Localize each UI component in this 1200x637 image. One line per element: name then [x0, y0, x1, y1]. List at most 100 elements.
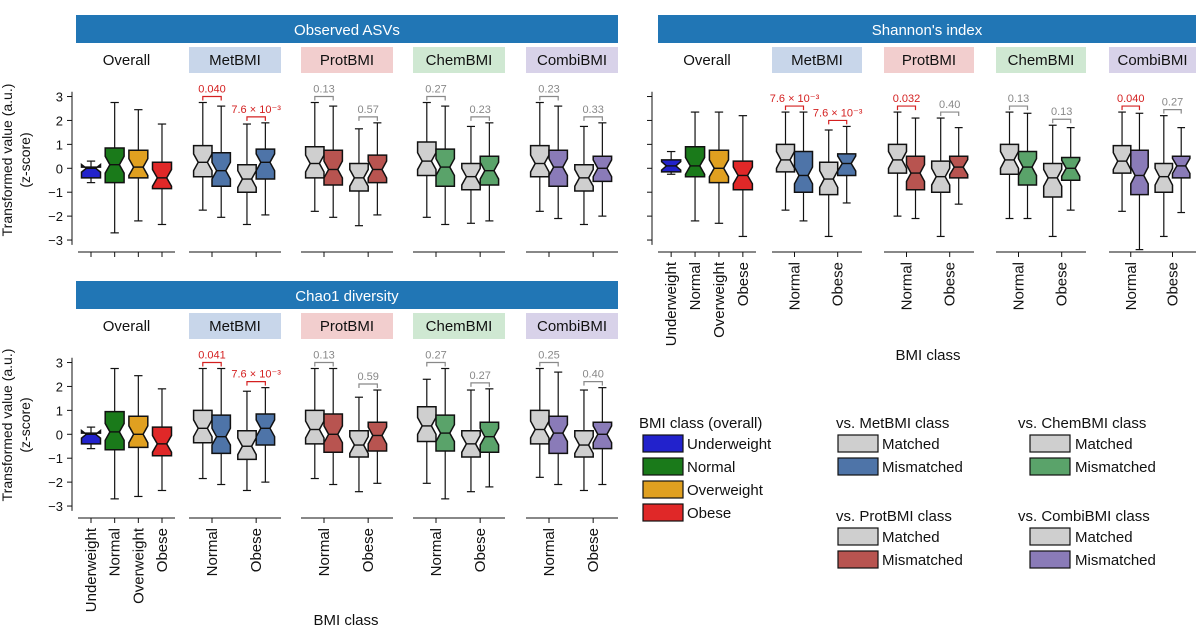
box-body — [887, 143, 908, 174]
box-normal — [104, 101, 125, 234]
box-matched — [574, 125, 594, 226]
box-mismatched — [793, 111, 814, 222]
pvalue-bracket — [583, 116, 603, 121]
box-mismatched — [479, 388, 500, 488]
panel-header: CombiBMI — [537, 318, 607, 335]
box-matched — [192, 367, 213, 480]
ylabel-bottom-unit: (z-score) — [17, 397, 33, 452]
x-tick-label: Obese — [735, 262, 752, 306]
pvalue-label: 0.59 — [357, 371, 378, 383]
legend-combibmi: vs. CombiBMI class Matched Mismatched — [1018, 508, 1156, 569]
panel-header: CombiBMI — [537, 52, 607, 69]
x-tick-label: Normal — [428, 528, 445, 576]
chart-block-0: Observed ASVs −3 −2 −1 0 1 2 3 Overall MetBMI 0.04… — [48, 15, 618, 257]
legend-protbmi-mismatched-label: Mismatched — [882, 552, 963, 569]
legend-combibmi-matched-swatch — [1029, 527, 1071, 546]
panel-header-bg — [658, 47, 756, 73]
xlabel-right: BMI class — [895, 347, 960, 364]
box-matched — [416, 101, 437, 218]
pvalue-bracket — [784, 105, 805, 111]
box-matched — [461, 389, 481, 493]
box-mismatched — [211, 105, 232, 218]
y-tick-label: 1 — [56, 137, 63, 152]
x-tick-label: Normal — [1123, 262, 1140, 310]
pvalue-bracket — [539, 95, 559, 101]
box-matched — [237, 390, 257, 492]
box-mismatched — [479, 122, 500, 222]
pvalue-label: 0.27 — [425, 84, 446, 96]
box-body — [323, 149, 344, 186]
box-body — [1112, 144, 1132, 174]
y-tick-label: 0 — [56, 427, 63, 442]
legend-overall-title: BMI class (overall) — [639, 415, 762, 432]
box-body — [548, 149, 569, 187]
x-tick-label: Normal — [204, 528, 221, 576]
box-body — [192, 144, 213, 178]
pvalue-bracket — [426, 361, 446, 367]
pvalue-label: 0.25 — [538, 350, 559, 362]
pvalue-bracket — [314, 361, 334, 367]
box-body — [211, 151, 232, 187]
panel-header: ProtBMI — [320, 52, 374, 69]
box-body — [128, 149, 149, 179]
x-tick-label: Obese — [154, 528, 171, 572]
pvalue-label: 0.33 — [582, 104, 603, 116]
y-tick-label: −3 — [48, 499, 63, 514]
chart-title: Observed ASVs — [294, 22, 400, 39]
box-mismatched — [255, 122, 276, 216]
pvalue-bracket — [539, 361, 559, 367]
box-body — [548, 415, 569, 455]
pvalue-label: 0.23 — [469, 104, 490, 116]
chart-banner — [76, 15, 618, 43]
legend-chembmi-mismatched-label: Mismatched — [1075, 459, 1156, 476]
panel-header-bg — [301, 47, 393, 73]
chart-title: Shannon's index — [872, 22, 983, 39]
box-mismatched — [1171, 127, 1191, 214]
box-body — [192, 409, 213, 444]
box-body — [1171, 155, 1191, 179]
x-tick-label: Underweight — [663, 261, 680, 346]
panel-header: ChemBMI — [1008, 52, 1075, 69]
panel-header: Overall — [103, 318, 151, 335]
panel-header-bg — [413, 47, 505, 73]
legend-overall: BMI class (overall) Underweight Normal O… — [639, 415, 772, 522]
x-tick-label: Normal — [1011, 262, 1028, 310]
box-mismatched — [592, 387, 613, 486]
panel-header-bg — [526, 313, 618, 339]
box-body — [367, 421, 388, 452]
ylabel-top: Transformed value (a.u.) — [0, 84, 15, 237]
x-tick-label: Overweight — [130, 527, 147, 604]
pvalue-label: 7.6 × 10⁻³ — [770, 93, 820, 105]
x-tick-label: Normal — [787, 262, 804, 310]
panel-header-bg — [884, 47, 974, 73]
legend-label-normal: Normal — [687, 459, 735, 476]
legend-metbmi: vs. MetBMI class Matched Mismatched — [836, 415, 963, 476]
panel-header: ChemBMI — [426, 318, 493, 335]
box-mismatched — [1130, 112, 1149, 251]
box-body — [529, 144, 550, 178]
box-matched — [349, 396, 369, 493]
pvalue-label: 0.57 — [357, 104, 378, 116]
box-mismatched — [255, 387, 276, 483]
box-body — [529, 409, 550, 445]
box-mismatched — [367, 122, 388, 216]
box-matched — [416, 378, 437, 484]
box-body — [574, 429, 594, 458]
box-body — [151, 161, 173, 190]
panel-chembmi: ChemBMI 0.27 0.27 Normal Obese — [413, 313, 505, 576]
box-body — [211, 414, 232, 455]
pvalue-label: 0.13 — [1051, 106, 1072, 118]
box-mismatched — [211, 367, 232, 486]
panel-overall: Overall — [78, 47, 175, 257]
y-tick-label: 2 — [56, 113, 63, 128]
legend-chembmi-mismatched-swatch — [1029, 457, 1071, 476]
legend-metbmi-matched-label: Matched — [882, 436, 940, 453]
xlabel-left: BMI class — [313, 612, 378, 629]
panel-header: ProtBMI — [320, 318, 374, 335]
panel-metbmi: MetBMI 0.041 7.6 × 10⁻³ Normal Obese — [189, 313, 281, 576]
legend-protbmi-matched-swatch — [837, 527, 879, 546]
box-mismatched — [1017, 112, 1038, 220]
y-tick-label: −1 — [48, 451, 63, 466]
box-body — [304, 409, 325, 445]
